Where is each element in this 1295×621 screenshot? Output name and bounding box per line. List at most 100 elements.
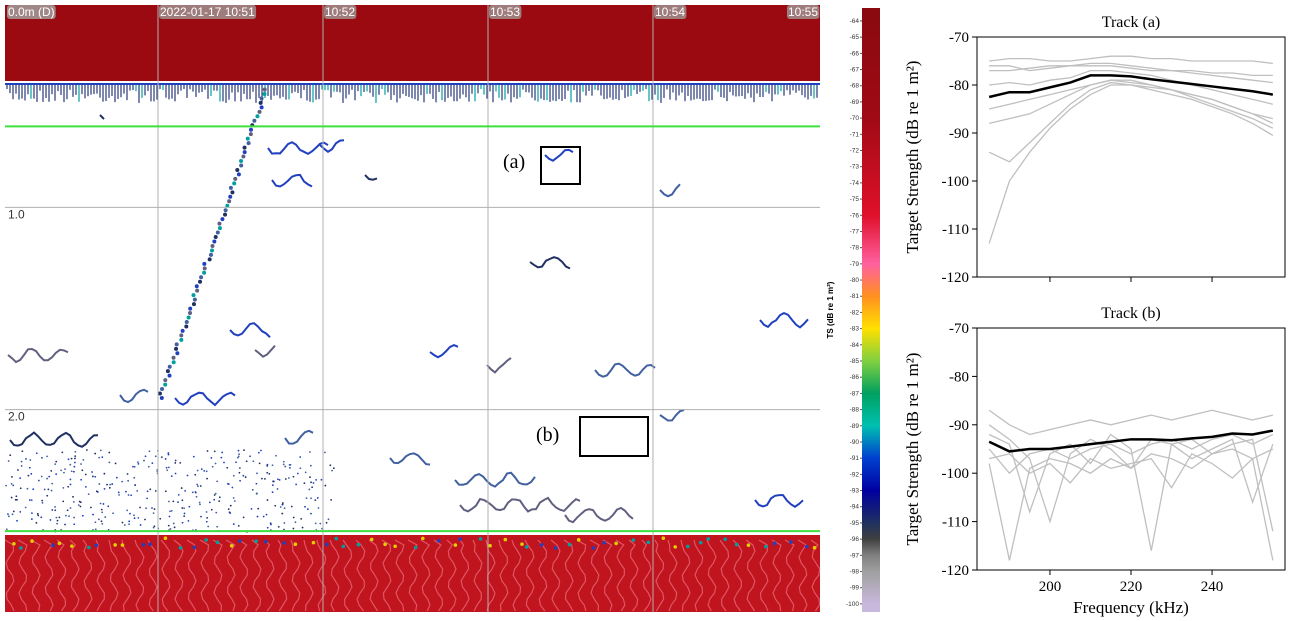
echo-dot bbox=[160, 387, 165, 392]
colorbar-tick-label: -74 bbox=[850, 180, 860, 187]
seabed-wave bbox=[589, 539, 600, 612]
colorbar-tick-label: -79 bbox=[850, 261, 860, 268]
noise-dot bbox=[165, 466, 168, 469]
echo-dot bbox=[242, 150, 247, 155]
annotation-box bbox=[579, 416, 649, 457]
noise-dot bbox=[29, 459, 32, 461]
noise-dot bbox=[129, 512, 131, 515]
echo-trace bbox=[364, 174, 378, 181]
seabed-speck bbox=[553, 546, 558, 550]
noise-dot bbox=[183, 507, 186, 510]
seabed-speck bbox=[614, 541, 618, 546]
noise-dot bbox=[320, 478, 323, 481]
colorbar-tick-label: -89 bbox=[850, 423, 860, 430]
colorbar-tick-label: -97 bbox=[850, 552, 860, 559]
noise-dot bbox=[329, 464, 332, 467]
noise-dot bbox=[244, 476, 247, 478]
time-label-box bbox=[489, 5, 522, 19]
noise-dot bbox=[256, 515, 259, 518]
noise-dot bbox=[277, 525, 280, 528]
echo-dot bbox=[180, 328, 185, 333]
noise-dot bbox=[5, 484, 7, 487]
noise-dot bbox=[270, 523, 272, 526]
noise-dot bbox=[191, 491, 194, 494]
time-label: 10:54 bbox=[655, 5, 685, 19]
noise-dot bbox=[283, 528, 285, 531]
echo-dot bbox=[163, 378, 168, 383]
seabed-wave bbox=[225, 539, 236, 612]
noise-dot bbox=[181, 499, 184, 502]
time-label-box bbox=[786, 5, 820, 19]
time-label: 2022-01-17 10:51 bbox=[160, 5, 255, 19]
seabed-wave bbox=[251, 539, 262, 612]
noise-dot bbox=[31, 512, 33, 515]
noise-dot bbox=[146, 497, 148, 500]
seabed-wave bbox=[30, 539, 41, 612]
noise-dot bbox=[181, 521, 184, 524]
series-line bbox=[988, 81, 1274, 163]
noise-dot bbox=[152, 512, 155, 514]
noise-dot bbox=[312, 482, 315, 484]
noise-dot bbox=[194, 473, 197, 476]
noise-dot bbox=[65, 514, 67, 517]
noise-dot bbox=[133, 476, 136, 479]
noise-dot bbox=[60, 469, 63, 472]
noise-dot bbox=[238, 471, 241, 474]
echo-trace bbox=[389, 452, 431, 466]
noise-dot bbox=[41, 501, 44, 504]
echo-dot bbox=[225, 203, 230, 208]
echo-dot bbox=[213, 235, 218, 240]
noise-dot bbox=[154, 490, 157, 492]
noise-dot bbox=[7, 515, 10, 518]
noise-dot bbox=[62, 500, 65, 503]
noise-dot bbox=[46, 477, 48, 480]
seabed-speck bbox=[215, 540, 220, 545]
echo-dot bbox=[255, 114, 260, 119]
echo-trace bbox=[119, 388, 149, 404]
surface-band bbox=[5, 5, 820, 81]
seabed-speck bbox=[356, 542, 361, 547]
echo-dot bbox=[252, 118, 257, 123]
noise-dot bbox=[143, 459, 145, 462]
colorbar-tick-label: -84 bbox=[850, 342, 860, 349]
noise-dot bbox=[292, 475, 295, 478]
noise-dot bbox=[14, 498, 17, 501]
noise-dot bbox=[260, 449, 262, 452]
noise-dot bbox=[10, 496, 13, 499]
noise-dot bbox=[55, 473, 58, 476]
noise-dot bbox=[216, 525, 219, 528]
seabed-wave bbox=[420, 539, 431, 612]
seabed-speck bbox=[453, 543, 458, 547]
noise-dot bbox=[233, 500, 236, 502]
echo-trace bbox=[529, 256, 571, 270]
seabed-wave bbox=[706, 539, 717, 612]
noise-dot bbox=[74, 450, 77, 453]
noise-dot bbox=[40, 516, 43, 519]
depth-label: 2.0 bbox=[8, 410, 25, 424]
noise-dot bbox=[48, 475, 51, 478]
echo-trace bbox=[454, 471, 536, 488]
noise-dot bbox=[36, 512, 39, 515]
noise-dot bbox=[144, 455, 147, 458]
echo-dot bbox=[171, 355, 176, 360]
noise-dot bbox=[25, 458, 27, 460]
seabed-wave bbox=[108, 539, 119, 612]
noise-dot bbox=[331, 469, 333, 472]
noise-dot bbox=[283, 522, 286, 524]
noise-dot bbox=[210, 457, 213, 459]
noise-dot bbox=[310, 497, 312, 500]
noise-dot bbox=[262, 515, 265, 518]
colorbar-tick-label: -82 bbox=[850, 309, 860, 316]
noise-dot bbox=[314, 522, 317, 525]
colorbar-tick-label: -72 bbox=[850, 147, 860, 154]
seabed-speck bbox=[70, 544, 74, 548]
noise-dot bbox=[19, 477, 22, 480]
seabed-wave bbox=[628, 539, 639, 612]
annotation: (b) bbox=[536, 424, 559, 446]
noise-dot bbox=[177, 494, 180, 496]
echo-trace bbox=[7, 348, 69, 364]
colorbar-tick-label: -96 bbox=[850, 536, 860, 543]
noise-dot bbox=[305, 497, 308, 500]
colorbar-tick-label: -69 bbox=[850, 99, 860, 106]
noise-dot bbox=[19, 487, 22, 490]
